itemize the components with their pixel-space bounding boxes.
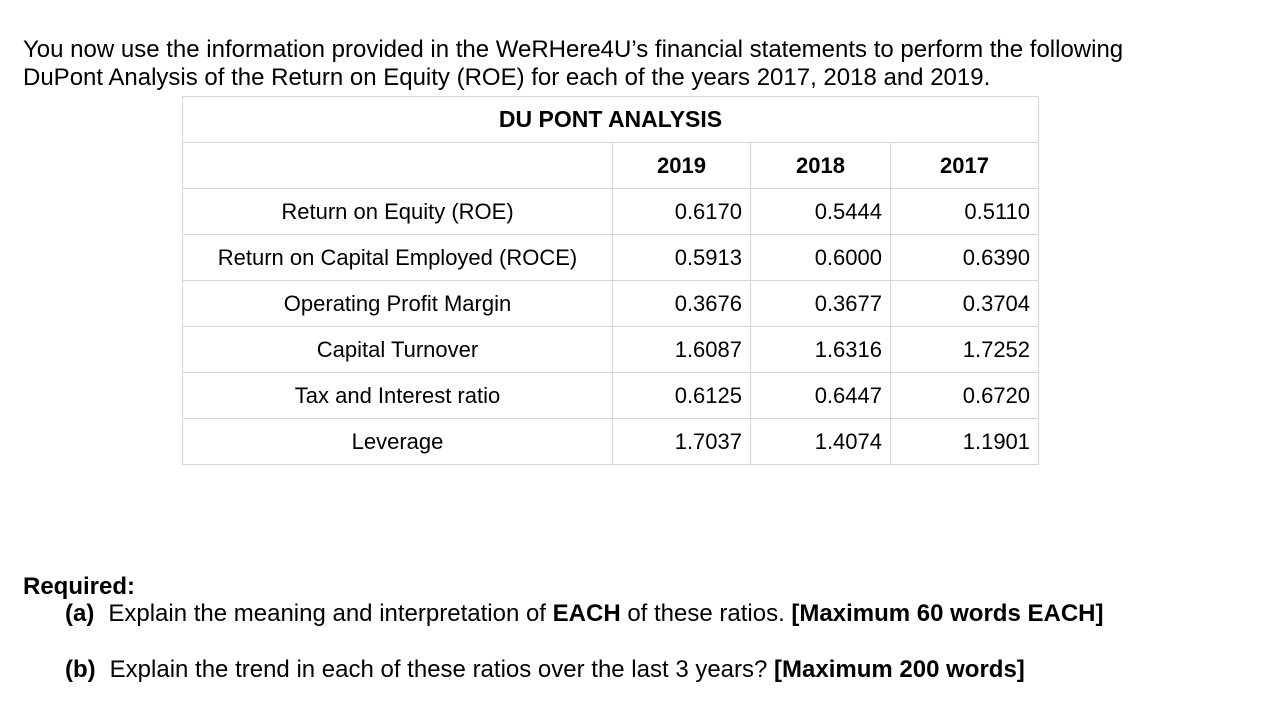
value-cell: 0.5444 — [750, 188, 891, 235]
value-cell: 0.6447 — [750, 372, 891, 419]
row-label: Operating Profit Margin — [182, 280, 613, 327]
value-cell: 0.6170 — [612, 188, 751, 235]
value-cell: 0.6390 — [889, 234, 1040, 281]
value-cell: 0.6720 — [889, 372, 1040, 419]
value-cell: 1.6087 — [612, 326, 751, 373]
value-cell: 1.1901 — [889, 418, 1040, 465]
table-header-row: 2019 2018 2017 — [182, 142, 1040, 189]
year-header-2019: 2019 — [612, 142, 751, 189]
value-cell: 0.3677 — [750, 280, 891, 327]
intro-line-1: You now use the information provided in … — [23, 36, 1124, 63]
table-row-capital-turnover: Capital Turnover 1.6087 1.6316 1.7252 — [182, 326, 1040, 373]
item-b-text: Explain the trend in each of these ratio… — [109, 656, 1025, 683]
table-row-tax-interest-ratio: Tax and Interest ratio 0.6125 0.6447 0.6… — [182, 372, 1040, 419]
row-label: Return on Equity (ROE) — [182, 188, 613, 235]
table-row-leverage: Leverage 1.7037 1.4074 1.1901 — [182, 418, 1040, 465]
value-cell: 0.5913 — [612, 234, 751, 281]
row-label: Capital Turnover — [182, 326, 613, 373]
row-label: Leverage — [182, 418, 613, 465]
item-b-label: (b) — [65, 656, 96, 683]
item-a-text: Explain the meaning and interpretation o… — [108, 600, 1104, 627]
row-label: Return on Capital Employed (ROCE) — [182, 234, 613, 281]
value-cell: 1.7037 — [612, 418, 751, 465]
value-cell: 1.4074 — [750, 418, 891, 465]
dupont-analysis-table: DU PONT ANALYSIS 2019 2018 2017 Return o… — [181, 96, 1040, 465]
value-cell: 0.3676 — [612, 280, 751, 327]
value-cell: 0.6000 — [750, 234, 891, 281]
table-title: DU PONT ANALYSIS — [181, 96, 1040, 143]
table-row-roce: Return on Capital Employed (ROCE) 0.5913… — [182, 234, 1040, 281]
row-label: Tax and Interest ratio — [182, 372, 613, 419]
year-header-2018: 2018 — [750, 142, 891, 189]
value-cell: 1.7252 — [889, 326, 1040, 373]
question-item-b: (b) Explain the trend in each of these ra… — [65, 656, 1025, 684]
empty-header-cell — [182, 142, 613, 189]
item-a-label: (a) — [65, 600, 95, 627]
table-row-operating-profit-margin: Operating Profit Margin 0.3676 0.3677 0.… — [182, 280, 1040, 327]
year-header-2017: 2017 — [889, 142, 1040, 189]
required-heading: Required: — [23, 573, 136, 600]
value-cell: 0.6125 — [612, 372, 751, 419]
table-title-row: DU PONT ANALYSIS — [181, 96, 1040, 143]
table-row-roe: Return on Equity (ROE) 0.6170 0.5444 0.5… — [182, 188, 1040, 235]
intro-paragraph: You now use the information provided in … — [23, 36, 1197, 92]
value-cell: 0.3704 — [889, 280, 1040, 327]
question-item-a: (a) Explain the meaning and interpretatio… — [65, 600, 1103, 628]
value-cell: 1.6316 — [750, 326, 891, 373]
intro-line-2: DuPont Analysis of the Return on Equity … — [23, 64, 991, 91]
value-cell: 0.5110 — [889, 188, 1040, 235]
